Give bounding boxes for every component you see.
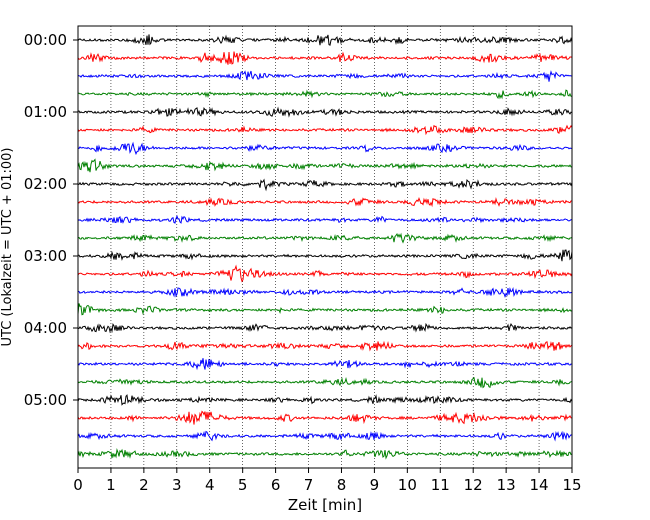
trace-0500-line [77, 394, 573, 406]
x-tick-label: 7 [304, 476, 314, 494]
x-tick-label: 5 [238, 476, 248, 494]
trace-0300-line [77, 249, 573, 262]
y-tick-label: 00:00 [24, 31, 67, 49]
trace-0415-line [77, 340, 573, 352]
trace-0030-line [77, 70, 573, 82]
x-tick-label: 9 [370, 476, 380, 494]
trace-0045-line [77, 89, 573, 100]
y-tick-label: 03:00 [24, 247, 67, 265]
x-axis-ticks: 0 1 2 3 4 5 6 7 8 9 10 11 12 13 14 15 [73, 468, 582, 494]
trace-0145-line [77, 158, 573, 173]
y-tick-label: 05:00 [24, 391, 67, 409]
x-tick-label: 12 [464, 476, 483, 494]
trace-0330-line [77, 286, 573, 299]
trace-0545-line [77, 448, 573, 460]
trace-0315-line [77, 264, 573, 283]
trace-0100-line [77, 106, 573, 118]
x-tick-label: 13 [497, 476, 516, 494]
x-axis-label: Zeit [min] [288, 496, 362, 514]
plot-frame [77, 25, 573, 469]
x-tick-label: 6 [271, 476, 281, 494]
x-tick-label: 3 [172, 476, 182, 494]
trace-0215-line [77, 196, 573, 208]
trace-0430-line [77, 358, 573, 371]
x-tick-label: 14 [530, 476, 549, 494]
y-axis-label: UTC (Lokalzeit = UTC + 01:00) [0, 148, 15, 347]
trace-0200-line [77, 178, 573, 192]
x-tick-label: 0 [73, 476, 83, 494]
y-tick-label: 01:00 [24, 103, 67, 121]
trace-0130-line [77, 141, 573, 156]
y-tick-label: 02:00 [24, 175, 67, 193]
x-tick-label: 11 [431, 476, 450, 494]
y-axis-ticks: 00:00 01:00 02:00 03:00 04:00 05:00 [24, 31, 78, 409]
trace-0245-line [77, 232, 573, 244]
x-tick-label: 8 [337, 476, 347, 494]
trace-lines [77, 34, 573, 460]
x-tick-label: 15 [562, 476, 581, 494]
grid-lines [110, 26, 540, 468]
x-tick-label: 2 [139, 476, 149, 494]
trace-0515-line [77, 410, 573, 425]
trace-0000-line [77, 34, 573, 46]
trace-0230-line [77, 214, 573, 224]
trace-0530-line [77, 430, 573, 442]
y-tick-label: 04:00 [24, 319, 67, 337]
trace-0015-line [77, 51, 573, 65]
trace-0400-line [77, 322, 573, 334]
x-tick-label: 4 [205, 476, 215, 494]
trace-0445-line [77, 376, 573, 389]
x-tick-label: 1 [106, 476, 116, 494]
trace-0115-line [77, 124, 573, 136]
trace-0345-line [77, 303, 573, 316]
x-tick-label: 10 [398, 476, 417, 494]
